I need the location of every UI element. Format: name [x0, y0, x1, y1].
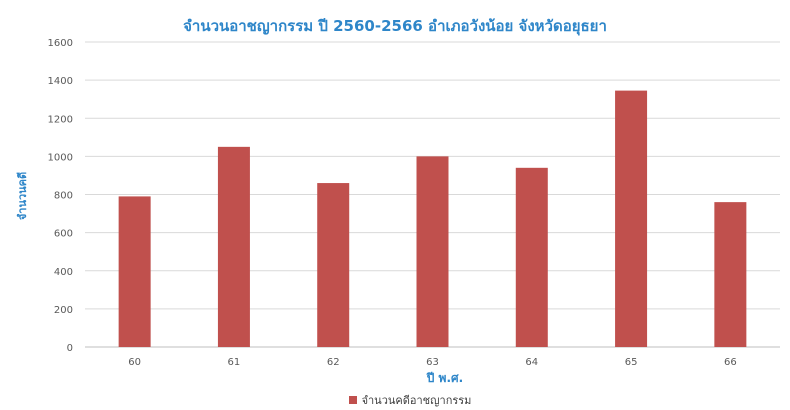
legend: จำนวนคดีอาชญากรรม [0, 391, 790, 409]
y-tick-label: 1400 [48, 76, 73, 87]
bar [615, 90, 648, 347]
x-axis-label: ปี พ.ศ. [426, 371, 464, 385]
legend-label: จำนวนคดีอาชญากรรม [361, 394, 472, 407]
x-tick-label: 65 [625, 357, 638, 368]
y-tick-label: 400 [54, 267, 73, 278]
x-tick-label: 64 [525, 357, 538, 368]
x-tick-label: 62 [327, 357, 340, 368]
x-tick-label: 66 [724, 357, 737, 368]
y-tick-label: 800 [54, 191, 73, 202]
legend-swatch [348, 396, 357, 404]
y-tick-label: 600 [54, 229, 73, 240]
y-tick-label: 200 [54, 305, 73, 316]
bar [416, 156, 449, 347]
y-tick-label: 1200 [48, 114, 73, 125]
x-tick-label: 61 [228, 357, 241, 368]
y-tick-label: 1600 [48, 38, 73, 49]
y-tick-label: 1000 [48, 152, 73, 163]
bar [515, 167, 548, 347]
chart-title: จำนวนอาชญากรรม ปี 2560-2566 อำเภอวังน้อย… [183, 17, 607, 35]
bar [217, 146, 250, 347]
y-tick-label: 0 [67, 343, 73, 354]
bar [714, 202, 747, 347]
x-tick-label: 60 [128, 357, 141, 368]
bar [317, 183, 350, 347]
bar [118, 196, 151, 347]
x-tick-label: 63 [426, 357, 439, 368]
